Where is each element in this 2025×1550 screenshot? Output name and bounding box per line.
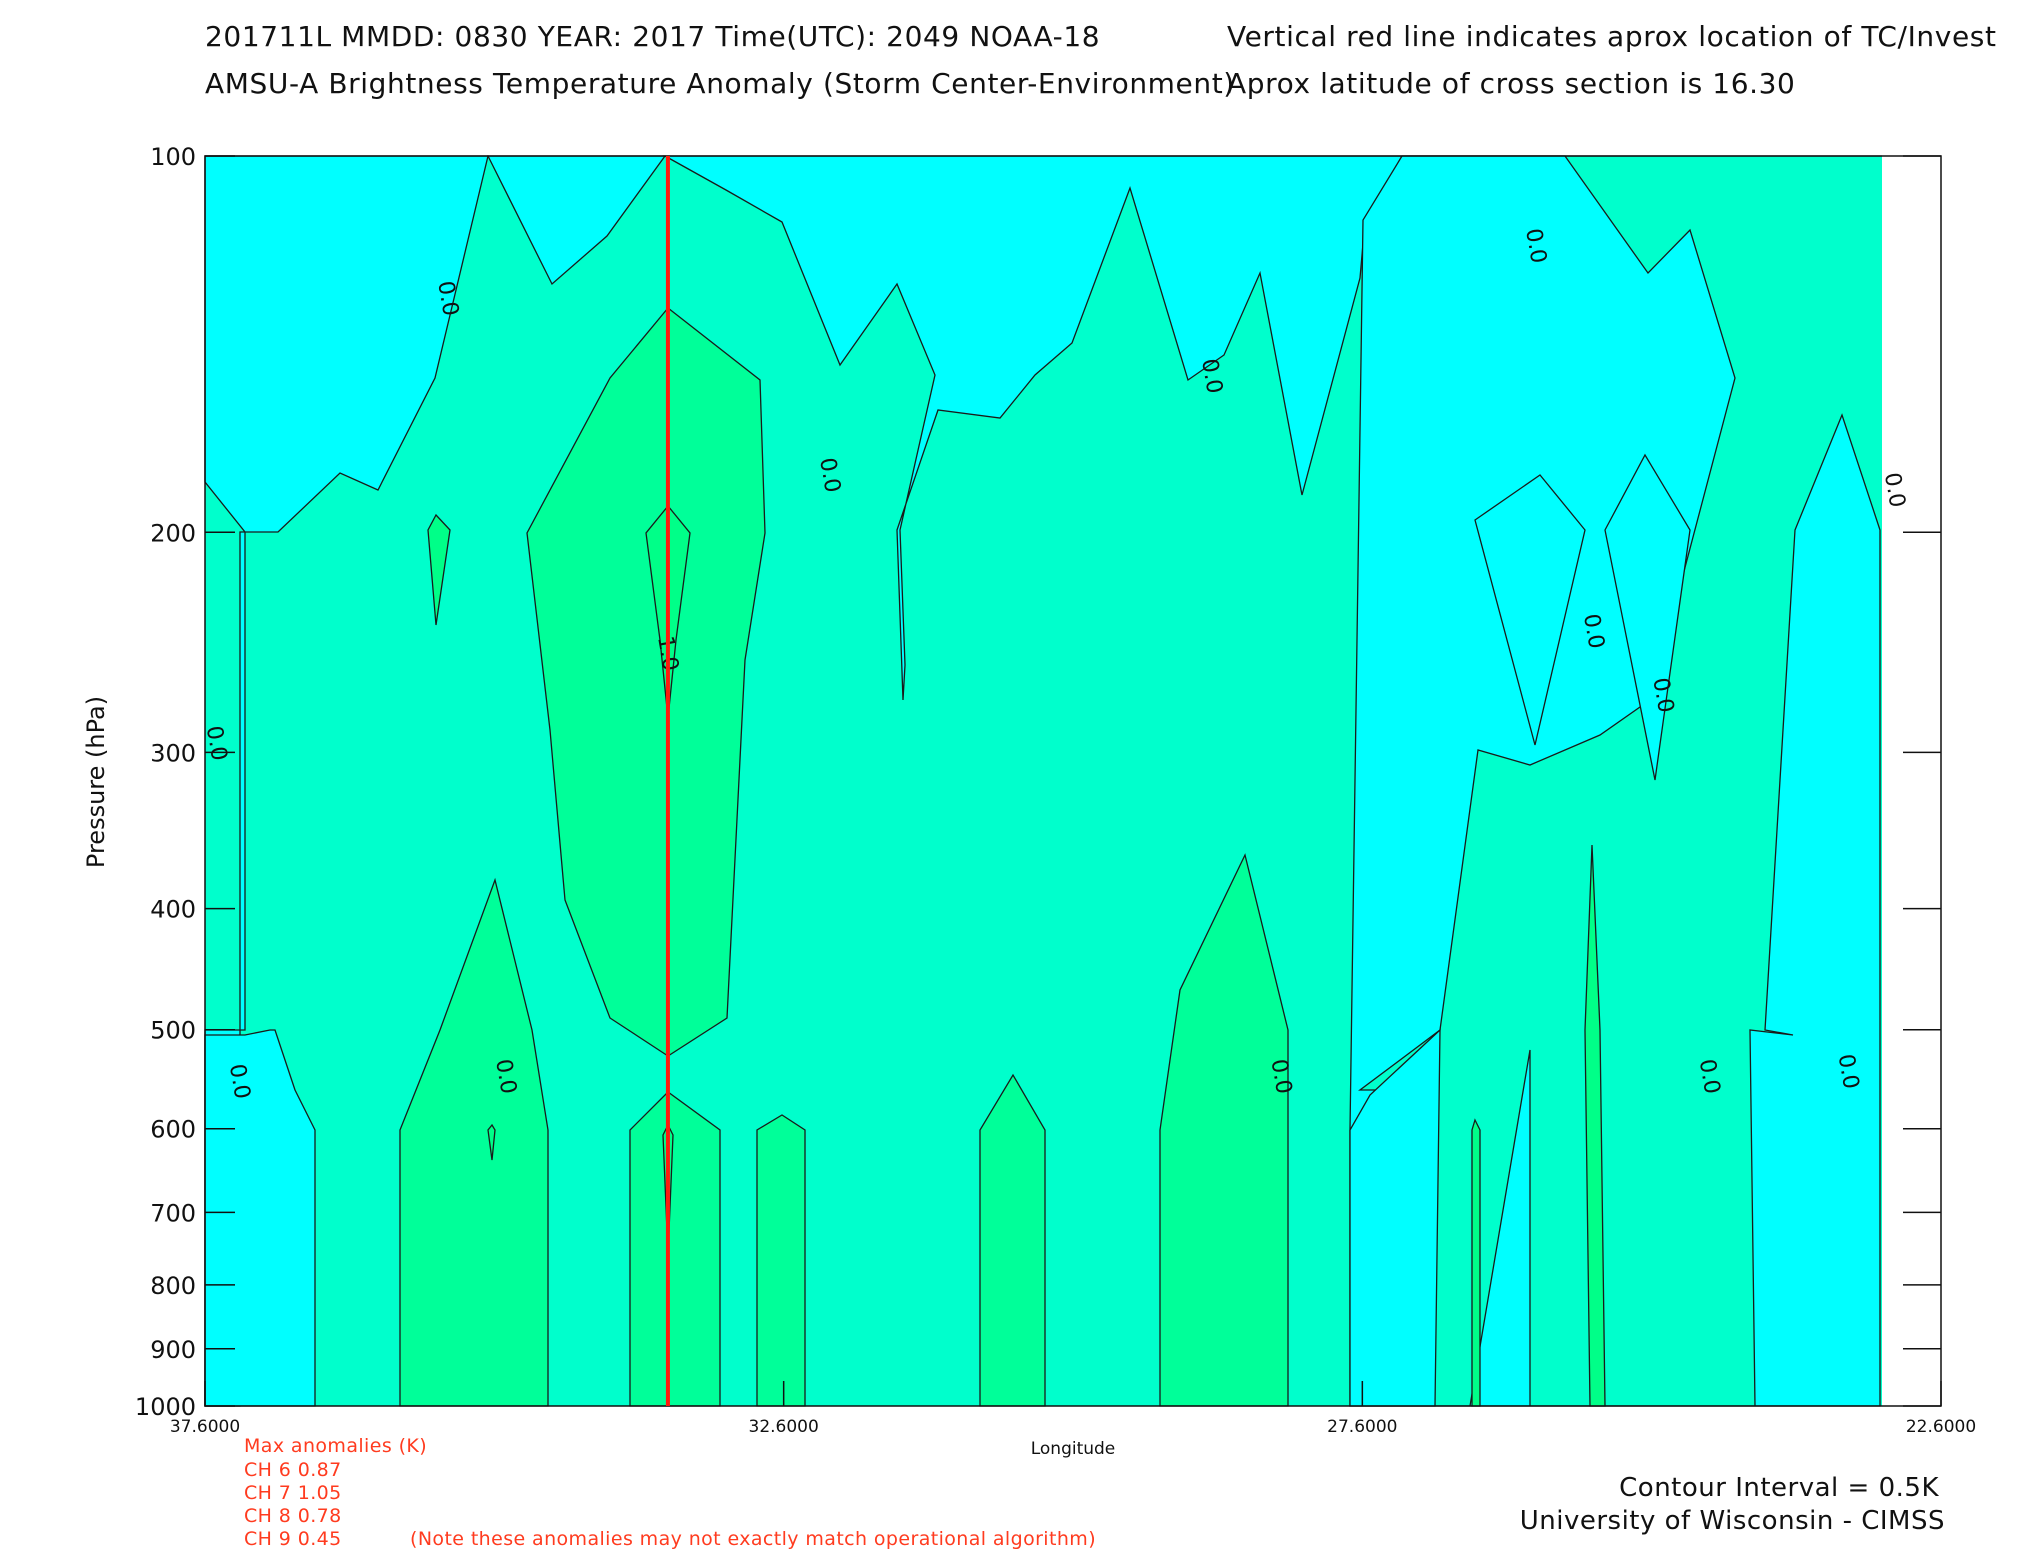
region-warm-storm-core [526, 307, 766, 1057]
y-tick-label: 300 [150, 739, 196, 767]
anomaly-note: (Note these anomalies may not exactly ma… [410, 1528, 1097, 1550]
y-tick-label: 700 [150, 1199, 196, 1227]
contour-label: 0.0 [1833, 1052, 1864, 1091]
max-anomaly-ch7: CH 7 1.05 [244, 1482, 342, 1504]
y-tick-label: 600 [150, 1116, 196, 1144]
contour-label: 0.0 [1520, 227, 1551, 266]
region-warm-storm-lower [629, 1091, 721, 1407]
negative-anomaly-regions [204, 155, 1882, 1407]
region-cold-left-edge [204, 1029, 316, 1407]
max-anomaly-ch6: CH 6 0.87 [244, 1459, 342, 1481]
contour-label: 0.0 [490, 1057, 521, 1096]
header-latitude-note: Aprox latitude of cross section is 16.30 [1227, 67, 1796, 100]
y-tick-label: 800 [150, 1272, 196, 1300]
contour-label: 0.0 [1694, 1057, 1725, 1096]
x-axis-label: Longitude [1031, 1439, 1116, 1459]
y-tick-label: 500 [150, 1017, 196, 1045]
region-warm-lower-small [756, 1114, 806, 1407]
region-cold-upper-left [204, 155, 489, 1407]
x-axis: 37.6000 32.6000 27.6000 22.6000 [170, 1381, 1976, 1437]
header-product-title: AMSU-A Brightness Temperature Anomaly (S… [205, 67, 1235, 100]
contour-interval-label: Contour Interval = 0.5K [1619, 1473, 1939, 1503]
contour-label: 0.0 [1647, 676, 1678, 715]
header-storm-info: 201711L MMDD: 0830 YEAR: 2017 Time(UTC):… [205, 20, 1101, 53]
x-tick-label: 27.6000 [1327, 1417, 1397, 1437]
region-cold-upper-center [662, 155, 1882, 701]
contour-label: 0.0 [814, 456, 845, 495]
y-tick-label: 200 [150, 519, 196, 547]
contour-label: 0.0 [1578, 612, 1609, 651]
contour-label: 0.0 [224, 1062, 255, 1101]
region-cold-lobe-1 [1604, 453, 1691, 781]
y-axis: 100 200 300 400 500 600 700 800 900 1000 [135, 143, 1941, 1421]
y-tick-label: 100 [150, 143, 196, 171]
region-small-pos-1 [427, 513, 451, 626]
x-tick-label: 32.6000 [749, 1417, 819, 1437]
x-tick-label: 22.6000 [1906, 1417, 1976, 1437]
region-cold-lobe-2 [1474, 474, 1586, 746]
header-red-line-note: Vertical red line indicates aprox locati… [1227, 20, 1997, 53]
y-axis-label: Pressure (hPa) [82, 696, 110, 868]
institution-credit: University of Wisconsin - CIMSS [1519, 1506, 1945, 1536]
contour-labels: 0.00.00.00.01.00.00.00.00.00.00.00.00.00… [201, 227, 1910, 1101]
region-warm-lower-center [979, 1073, 1046, 1407]
y-tick-label: 400 [150, 896, 196, 924]
region-small-pos-2 [487, 1123, 496, 1161]
y-tick-label: 900 [150, 1336, 196, 1364]
contour-label: 0.0 [201, 724, 232, 763]
contour-label: 0.0 [1265, 1057, 1296, 1096]
region-warm-lower-left [399, 877, 549, 1407]
plot-frame [204, 155, 1942, 1407]
positive-anomaly-regions [399, 307, 1289, 1407]
contour-label: 0.0 [1879, 471, 1910, 510]
contour-label: 0.0 [1196, 357, 1227, 396]
x-tick-label: 37.6000 [170, 1417, 240, 1437]
max-anomaly-ch9: CH 9 0.45 [244, 1528, 342, 1550]
no-data-strip [1882, 156, 1941, 1406]
max-anomaly-ch8: CH 8 0.78 [244, 1505, 342, 1527]
contour-label: 0.0 [432, 279, 463, 318]
cold-lobes [1474, 453, 1691, 781]
region-small-pos-4 [1471, 1118, 1481, 1407]
y-tick-label: 1000 [135, 1393, 196, 1421]
max-anomalies-title: Max anomalies (K) [244, 1435, 428, 1457]
